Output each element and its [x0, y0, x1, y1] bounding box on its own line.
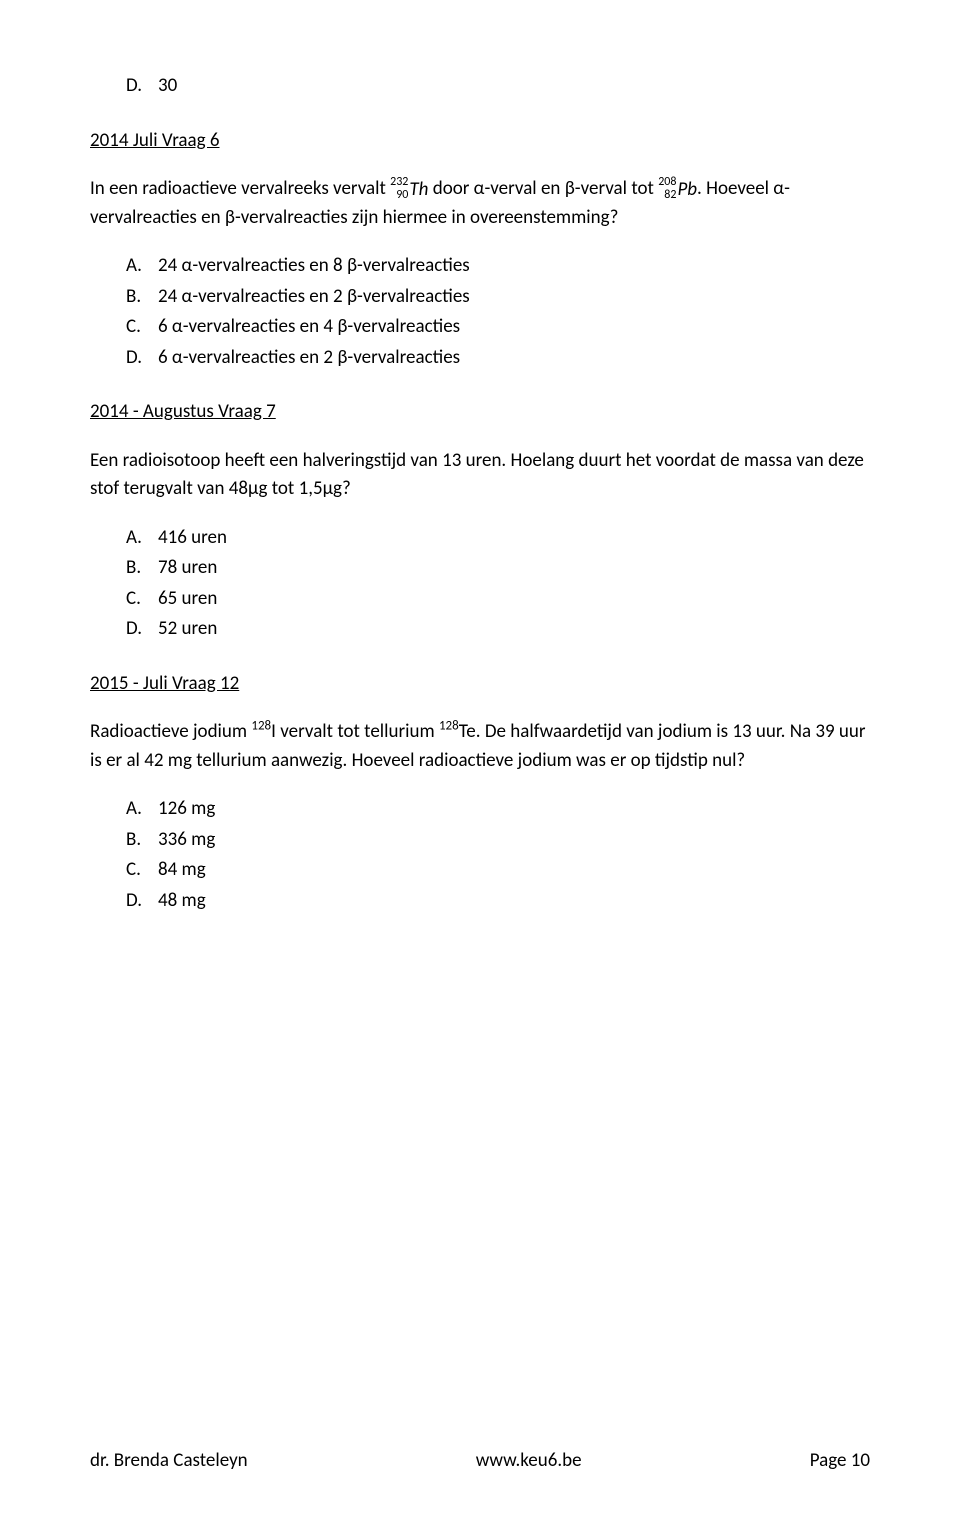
option-text: 336 mg: [158, 826, 215, 855]
option-marker: A.: [126, 252, 158, 281]
page-footer: dr. Brenda Casteleyn www.keu6.be Page 10: [90, 1447, 870, 1476]
option-marker: A.: [126, 795, 158, 824]
answer-option: B. 24 α-vervalreacties en 2 β-vervalreac…: [126, 283, 870, 312]
para-text: In een radioactieve vervalreeks vervalt: [90, 177, 390, 200]
isotope-numbers: 23290: [390, 176, 408, 201]
answer-option: A. 126 mg: [126, 795, 870, 824]
atomic-number: 82: [658, 189, 676, 202]
para-text: I vervalt tot tellurium: [271, 720, 439, 743]
question-paragraph: In een radioactieve vervalreeks vervalt …: [90, 175, 870, 232]
answer-option: D. 48 mg: [126, 887, 870, 916]
atomic-number: 90: [390, 189, 408, 202]
option-text: 78 uren: [158, 554, 217, 583]
answer-option: C. 6 α-vervalreacties en 4 β-vervalreact…: [126, 313, 870, 342]
option-text: 84 mg: [158, 856, 206, 885]
option-marker: D.: [126, 344, 158, 373]
answer-option: B. 336 mg: [126, 826, 870, 855]
option-text: 24 α-vervalreacties en 2 β-vervalreactie…: [158, 283, 470, 312]
option-text: 126 mg: [158, 795, 215, 824]
list-text: 30: [158, 72, 177, 101]
answer-option: D. 6 α-vervalreacties en 2 β-vervalreact…: [126, 344, 870, 373]
option-marker: B.: [126, 283, 158, 312]
question-paragraph: Radioactieve jodium 128I vervalt tot tel…: [90, 718, 870, 775]
option-marker: A.: [126, 524, 158, 553]
option-marker: B.: [126, 826, 158, 855]
question-heading: 2014 Juli Vraag 6: [90, 127, 870, 156]
option-marker: D.: [126, 887, 158, 916]
answer-option: B. 78 uren: [126, 554, 870, 583]
document-page: D. 30 2014 Juli Vraag 6 In een radioacti…: [0, 0, 960, 1515]
list-marker: D.: [126, 72, 158, 101]
option-text: 24 α-vervalreacties en 8 β-vervalreactie…: [158, 252, 470, 281]
superscript: 128: [439, 719, 459, 734]
option-marker: B.: [126, 554, 158, 583]
footer-page-number: Page 10: [810, 1447, 870, 1476]
element-symbol: Th: [409, 180, 428, 199]
option-marker: C.: [126, 313, 158, 342]
option-text: 65 uren: [158, 585, 217, 614]
question-heading: 2014 - Augustus Vraag 7: [90, 398, 870, 427]
answer-option: A. 416 uren: [126, 524, 870, 553]
option-marker: D.: [126, 615, 158, 644]
option-text: 52 uren: [158, 615, 217, 644]
option-text: 48 mg: [158, 887, 206, 916]
footer-author: dr. Brenda Casteleyn: [90, 1447, 248, 1476]
answer-option: D. 52 uren: [126, 615, 870, 644]
answer-option: A. 24 α-vervalreacties en 8 β-vervalreac…: [126, 252, 870, 281]
option-text: 6 α-vervalreacties en 4 β-vervalreacties: [158, 313, 460, 342]
answer-option: C. 65 uren: [126, 585, 870, 614]
question-paragraph: Een radioisotoop heeft een halveringstij…: [90, 447, 870, 504]
option-text: 6 α-vervalreacties en 2 β-vervalreacties: [158, 344, 460, 373]
para-text: Radioactieve jodium: [90, 720, 251, 743]
para-text: door α-verval en β-verval tot: [428, 177, 658, 200]
option-marker: C.: [126, 585, 158, 614]
footer-url: www.keu6.be: [476, 1447, 582, 1476]
isotope: 23290Th: [390, 177, 428, 201]
list-item: D. 30: [126, 72, 870, 101]
element-symbol: Pb: [677, 180, 697, 199]
option-marker: C.: [126, 856, 158, 885]
superscript: 128: [251, 719, 271, 734]
question-heading: 2015 - Juli Vraag 12: [90, 670, 870, 699]
isotope: 20882Pb: [658, 177, 697, 201]
isotope-numbers: 20882: [658, 176, 676, 201]
option-text: 416 uren: [158, 524, 227, 553]
answer-option: C. 84 mg: [126, 856, 870, 885]
